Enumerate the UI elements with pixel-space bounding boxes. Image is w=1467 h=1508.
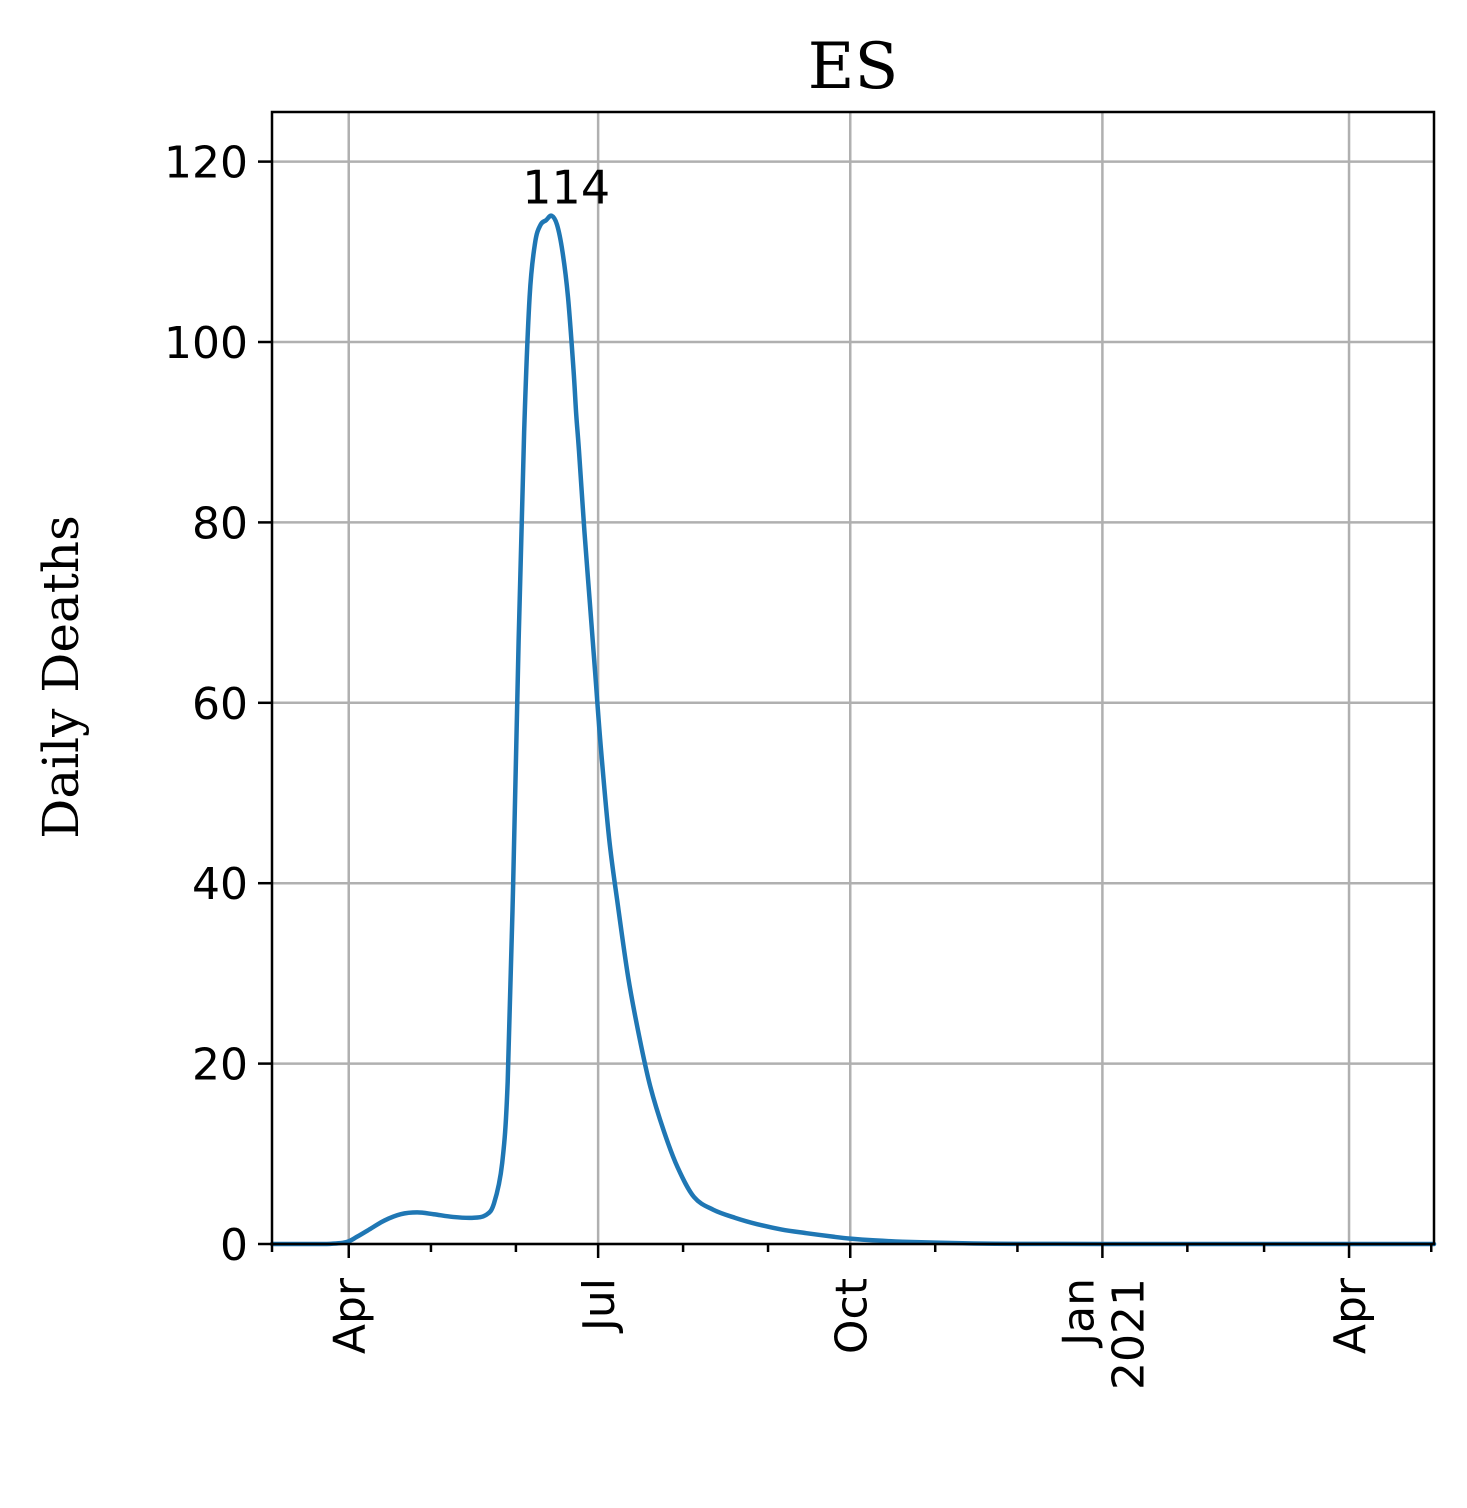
x-tick-label-line: Jul	[574, 1278, 625, 1334]
x-tick-label-line: 2021	[1103, 1278, 1154, 1390]
x-tick-label-line: Jan	[1053, 1278, 1104, 1349]
y-tick-label: 80	[192, 498, 248, 549]
grid-lines	[272, 112, 1434, 1246]
y-tick-label: 20	[192, 1040, 248, 1091]
annotations: 114	[522, 161, 610, 215]
x-tick-label: Apr	[1325, 1277, 1376, 1354]
plot-frame	[270, 110, 1436, 1246]
x-tick-label: Jul	[574, 1278, 625, 1334]
axis-ticks	[258, 160, 1433, 1258]
series-layer	[269, 213, 1437, 1247]
x-tick-label: Jan2021	[1053, 1278, 1154, 1390]
peak-annotation: 114	[522, 161, 610, 215]
x-tick-label-line: Apr	[325, 1277, 376, 1354]
chart-title: ES	[808, 30, 899, 104]
y-tick-label: 40	[192, 859, 248, 910]
x-tick-label-line: Oct	[826, 1278, 877, 1354]
x-tick-label: Apr	[325, 1277, 376, 1354]
y-tick-label: 100	[164, 318, 248, 369]
y-tick-label: 0	[220, 1220, 248, 1271]
axis-tick-labels: 0 20 40 60 80 100 120 Apr Jul Oct Jan2021 Apr	[164, 138, 1376, 1390]
y-tick-label: 120	[164, 138, 248, 189]
y-tick-label: 60	[192, 679, 248, 730]
y-axis-label: Daily Deaths	[32, 515, 90, 838]
series-line	[269, 213, 1437, 1247]
x-tick-label-line: Apr	[1325, 1277, 1376, 1354]
x-tick-label: Oct	[826, 1278, 877, 1354]
